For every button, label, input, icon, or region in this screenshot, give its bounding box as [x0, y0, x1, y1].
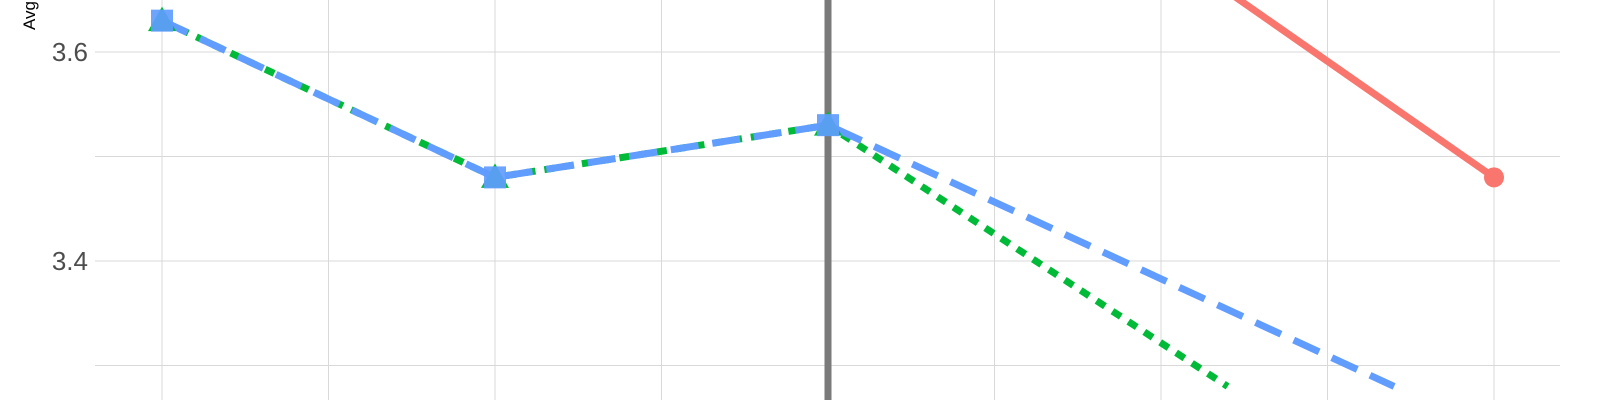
data-point-square: [484, 166, 506, 189]
series-line-2: [160, 17, 1230, 390]
series-line-1: [1233, 0, 1497, 181]
series-lines: [160, 0, 1497, 390]
data-point-square: [151, 9, 173, 32]
y-axis-label: Avg: [20, 1, 39, 30]
data-point-square: [817, 114, 839, 137]
y-tick-label: 3.6: [52, 37, 88, 67]
series-line-3: [160, 17, 1396, 390]
series-markers: [148, 6, 1504, 189]
y-tick-label: 3.4: [52, 246, 88, 276]
data-point-circle: [1484, 167, 1504, 188]
y-tick-labels: 3.6 3.4: [52, 37, 88, 276]
